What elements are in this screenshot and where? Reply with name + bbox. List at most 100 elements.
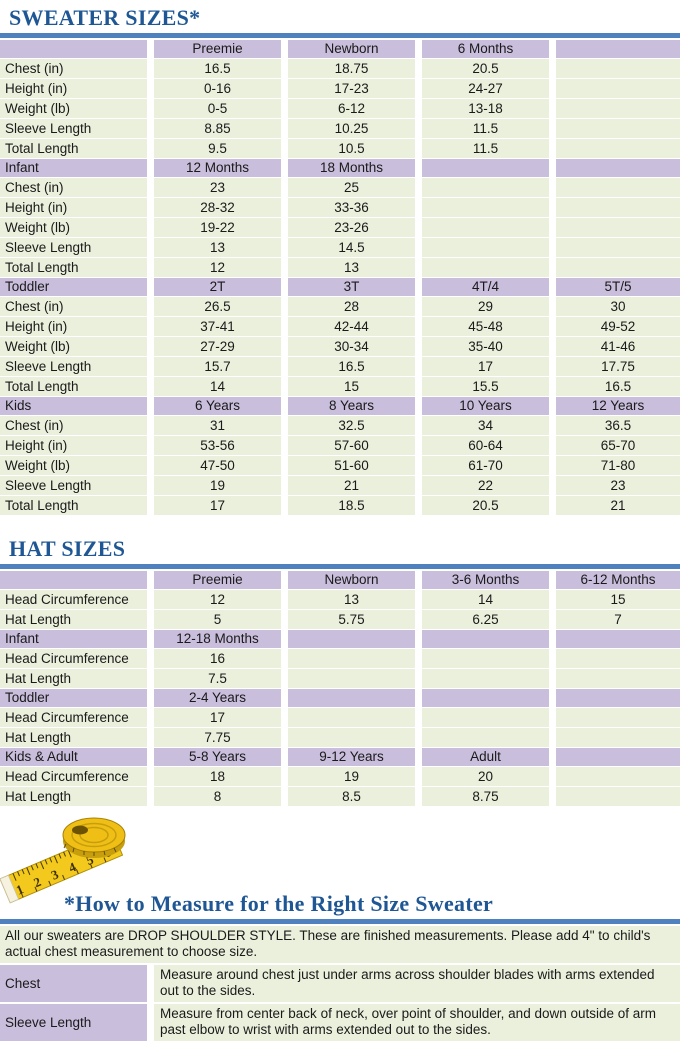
section-header-cell: Newborn	[288, 40, 415, 58]
value-cell: 16.5	[556, 377, 680, 396]
value-cell	[556, 178, 680, 197]
row-label-cell: Height (in)	[0, 198, 147, 217]
measure-info-table: All our sweaters are DROP SHOULDER STYLE…	[0, 926, 680, 1041]
section-header-cell	[0, 571, 147, 589]
value-cell: 27-29	[154, 337, 281, 356]
row-label-cell: Head Circumference	[0, 590, 147, 609]
value-cell	[556, 218, 680, 237]
value-cell	[556, 238, 680, 257]
value-cell: 22	[422, 476, 549, 495]
value-cell: 24-27	[422, 79, 549, 98]
row-label-cell: Total Length	[0, 377, 147, 396]
value-cell: 49-52	[556, 317, 680, 336]
value-cell	[422, 669, 549, 688]
value-cell: 10.5	[288, 139, 415, 158]
value-cell: 23	[154, 178, 281, 197]
value-cell: 17	[154, 496, 281, 515]
row-label-cell: Chest	[0, 965, 147, 1002]
value-cell: 21	[288, 476, 415, 495]
value-cell: 37-41	[154, 317, 281, 336]
row-label-cell: Hat Length	[0, 669, 147, 688]
section-header-cell: 5T/5	[556, 278, 680, 296]
sweater-title-rule	[0, 33, 680, 38]
value-cell	[422, 238, 549, 257]
row-label-cell: Sleeve Length	[0, 238, 147, 257]
value-cell: 30	[556, 297, 680, 316]
value-cell: 36.5	[556, 416, 680, 435]
value-cell	[556, 79, 680, 98]
value-cell: 8.85	[154, 119, 281, 138]
value-cell: 23-26	[288, 218, 415, 237]
value-cell: 51-60	[288, 456, 415, 475]
value-cell: 8.5	[288, 787, 415, 806]
value-cell: 41-46	[556, 337, 680, 356]
measure-title-rule	[0, 919, 680, 924]
section-header-cell	[422, 159, 549, 177]
row-label-cell: Total Length	[0, 139, 147, 158]
section-header-cell: Kids & Adult	[0, 748, 147, 766]
value-cell: 6.25	[422, 610, 549, 629]
value-cell: 7.75	[154, 728, 281, 747]
row-label-cell: Hat Length	[0, 728, 147, 747]
value-cell: 32.5	[288, 416, 415, 435]
value-cell: 20.5	[422, 59, 549, 78]
section-header-cell: Infant	[0, 159, 147, 177]
value-cell: 31	[154, 416, 281, 435]
row-label-cell: Weight (lb)	[0, 99, 147, 118]
value-cell: 5	[154, 610, 281, 629]
value-cell	[422, 198, 549, 217]
value-cell	[556, 198, 680, 217]
value-cell: 18	[154, 767, 281, 786]
value-cell: 8.75	[422, 787, 549, 806]
value-cell: 29	[422, 297, 549, 316]
tape-number-1: 1	[14, 881, 26, 897]
row-label-cell: Sleeve Length	[0, 1004, 147, 1041]
value-cell: 60-64	[422, 436, 549, 455]
row-label-cell: Hat Length	[0, 610, 147, 629]
value-cell: 42-44	[288, 317, 415, 336]
section-header-cell: Preemie	[154, 40, 281, 58]
value-cell: 6-12	[288, 99, 415, 118]
row-label-cell: Total Length	[0, 496, 147, 515]
section-header-cell	[556, 40, 680, 58]
value-cell: 53-56	[154, 436, 281, 455]
section-header-cell	[556, 630, 680, 648]
row-label-cell: Chest (in)	[0, 59, 147, 78]
section-header-cell: 12 Months	[154, 159, 281, 177]
section-header-cell: 2-4 Years	[154, 689, 281, 707]
value-cell: 33-36	[288, 198, 415, 217]
value-cell: 21	[556, 496, 680, 515]
section-header-cell: 10 Years	[422, 397, 549, 415]
value-cell	[556, 708, 680, 727]
row-label-cell: Height (in)	[0, 317, 147, 336]
value-cell: 25	[288, 178, 415, 197]
value-cell: 28	[288, 297, 415, 316]
value-cell	[422, 728, 549, 747]
measure-instruction-text: Measure around chest just under arms acr…	[154, 965, 680, 1002]
section-header-cell: 3-6 Months	[422, 571, 549, 589]
row-label-cell: Sleeve Length	[0, 357, 147, 376]
section-header-cell: 18 Months	[288, 159, 415, 177]
section-header-cell: 12 Years	[556, 397, 680, 415]
row-label-cell: Weight (lb)	[0, 218, 147, 237]
section-header-cell	[422, 689, 549, 707]
value-cell	[556, 258, 680, 277]
value-cell: 15	[288, 377, 415, 396]
value-cell: 13	[154, 238, 281, 257]
value-cell	[288, 708, 415, 727]
tape-coil	[62, 817, 126, 858]
row-label-cell: Sleeve Length	[0, 476, 147, 495]
measure-instruction-text: Measure from center back of neck, over p…	[154, 1004, 680, 1041]
value-cell: 11.5	[422, 119, 549, 138]
value-cell	[556, 767, 680, 786]
section-header-cell	[422, 630, 549, 648]
row-label-cell: Hat Length	[0, 787, 147, 806]
value-cell: 16.5	[154, 59, 281, 78]
row-label-cell: Head Circumference	[0, 767, 147, 786]
value-cell: 17	[154, 708, 281, 727]
value-cell	[556, 669, 680, 688]
row-label-cell: Weight (lb)	[0, 456, 147, 475]
value-cell: 17	[422, 357, 549, 376]
value-cell	[288, 649, 415, 668]
